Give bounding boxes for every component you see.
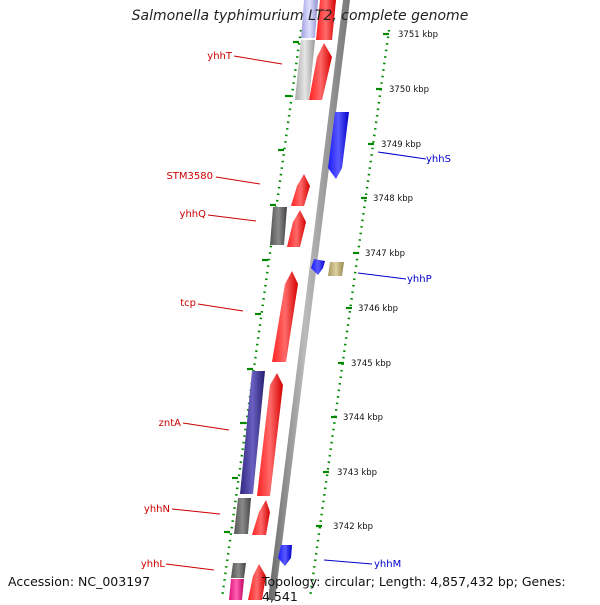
forward-strand-features — [248, 0, 336, 600]
gene-feature[interactable] — [316, 0, 336, 40]
gene-label: yhhM — [374, 559, 401, 570]
gene-feature[interactable] — [301, 0, 318, 38]
gene-feature[interactable] — [295, 40, 315, 100]
gene-feature[interactable] — [234, 498, 251, 534]
gene-label: yhhT — [207, 51, 233, 62]
gene-feature[interactable] — [311, 259, 325, 275]
left-ring-ticks — [224, 40, 299, 534]
gene-feature[interactable] — [240, 371, 265, 494]
gene-feature[interactable] — [309, 43, 332, 100]
scale-label: 3743 kbp — [337, 468, 377, 478]
gene-label: STM3580 — [166, 171, 213, 182]
map-title: Salmonella typhimurium LT2, complete gen… — [131, 8, 469, 24]
gene-feature[interactable] — [291, 174, 310, 206]
scale-label: 3745 kbp — [351, 359, 391, 369]
inner-strand-features — [229, 0, 318, 600]
right-gene-labels: yhhS yhhP yhhM — [374, 154, 451, 570]
gene-feature[interactable] — [229, 579, 244, 600]
gene-label: tcp — [180, 298, 196, 309]
gene-label: yhhQ — [180, 209, 207, 220]
gene-label: yhhP — [407, 274, 432, 285]
gene-feature[interactable] — [328, 262, 344, 276]
right-label-leaders — [323, 151, 427, 565]
accession-text: Accession: NC_003197 — [8, 574, 151, 589]
gene-feature[interactable] — [272, 271, 298, 362]
left-label-leaders — [165, 55, 283, 571]
gene-label: yhhL — [141, 559, 166, 570]
scale-label: 3748 kbp — [373, 194, 413, 204]
gene-feature[interactable] — [257, 373, 283, 496]
gene-feature[interactable] — [248, 564, 266, 600]
gene-feature[interactable] — [278, 545, 292, 566]
gene-feature[interactable] — [328, 112, 349, 179]
scale-labels: 3751 kbp 3750 kbp 3749 kbp 3748 kbp 3747… — [333, 30, 438, 532]
scale-label: 3746 kbp — [358, 304, 398, 314]
right-ring-ticks — [316, 32, 389, 528]
reverse-strand-features — [278, 112, 349, 566]
gene-feature[interactable] — [287, 210, 306, 247]
right-tick-ring — [308, 29, 391, 599]
scale-label: 3744 kbp — [343, 413, 383, 423]
gene-feature[interactable] — [270, 207, 287, 245]
gene-feature[interactable] — [231, 563, 246, 578]
scale-label: 3750 kbp — [389, 85, 429, 95]
gene-label: yhhS — [426, 154, 451, 165]
scale-label: 3747 kbp — [365, 249, 405, 259]
gene-label: zntA — [159, 418, 182, 429]
gene-feature[interactable] — [252, 500, 270, 535]
scale-label: 3749 kbp — [381, 140, 421, 150]
gene-label: yhhN — [144, 504, 170, 515]
genome-backbone — [268, 0, 350, 600]
left-gene-labels: yhhT STM3580 yhhQ tcp zntA yhhN yhhL — [141, 51, 233, 570]
scale-label: 3751 kbp — [398, 30, 438, 40]
scale-label: 3742 kbp — [333, 522, 373, 532]
